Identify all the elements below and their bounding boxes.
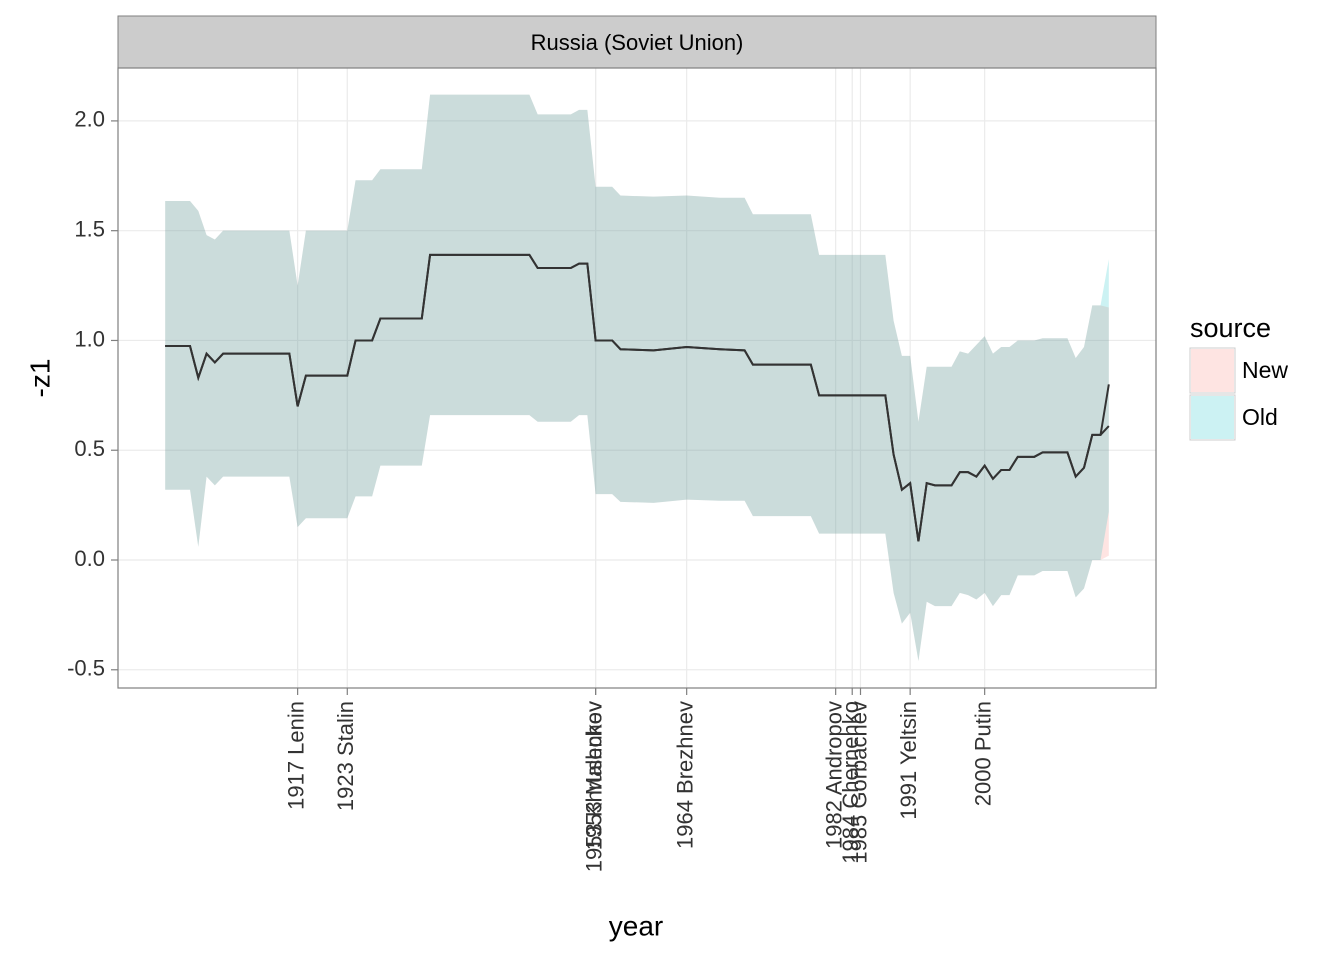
legend: New Old [1189,347,1288,441]
legend-key-bg [1189,394,1236,441]
legend-title: source [1190,313,1271,343]
axes: -0.5 0.0 0.5 1.0 1.5 2.0 1917 Lenin 1923 Stalin… [67,107,995,873]
y-tick-label: 2.0 [74,107,105,132]
legend-key [1191,349,1234,392]
strip-title: Russia (Soviet Union) [531,30,744,55]
grid [118,68,1156,688]
x-tick-label: 1991 Yeltsin [896,701,921,820]
x-tick-label: 1953 Malenkov [581,701,606,850]
y-tick-label: 1.5 [74,216,105,241]
x-tick-label: 2000 Putin [970,701,995,806]
panel [118,68,1156,688]
x-tick-label: 1982 Andropov [821,701,846,849]
line [165,253,1110,542]
x-axis-title: year [609,910,663,941]
ribbon [165,94,1109,661]
legend-label: Old [1242,404,1278,430]
x-tick-label: 1923 Stalin [333,701,358,811]
x-tick-label: 1964 Brezhnev [672,701,697,849]
y-tick-label: -0.5 [67,656,105,681]
x-tick-label: 1985 Gorbachev [846,701,871,864]
x-tick-label: 1917 Lenin [283,701,308,810]
legend-label: New [1242,357,1288,383]
x-tick-label: 1984 Chernenko [838,701,863,864]
y-axis-title: -z1 [24,359,55,398]
ribbon [165,94,1109,661]
strip [117,15,1157,69]
legend-key [1191,396,1234,439]
y-tick-label: 1.0 [74,326,105,351]
y-tick-label: 0.5 [74,436,105,461]
panel-border [117,67,1157,689]
legend-key-bg [1189,347,1236,394]
y-tick-label: 0.0 [74,546,105,571]
x-tick-label: 1953 Khrushchev [581,701,606,872]
marks [165,94,1110,661]
